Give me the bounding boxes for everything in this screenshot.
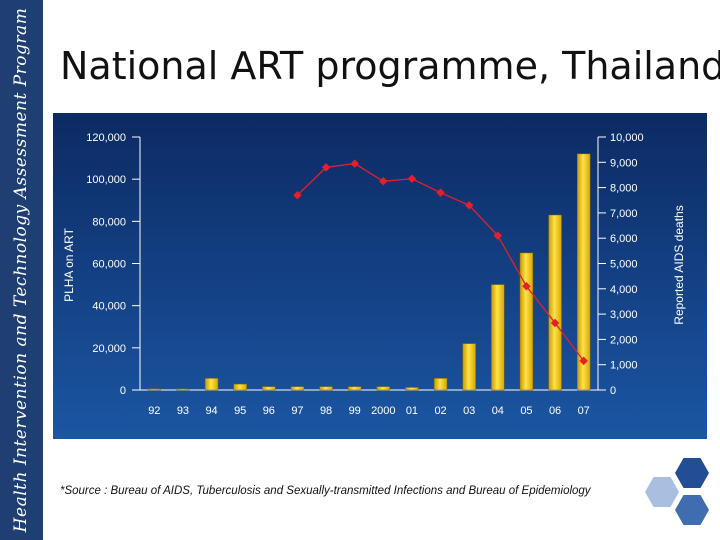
point-aids-deaths xyxy=(293,190,302,200)
y-tick-label: 60,000 xyxy=(92,259,126,271)
bar-plha-on-art xyxy=(548,214,562,391)
y2-axis-label: Reported AIDS deaths xyxy=(672,205,686,324)
hexagon-dark-icon xyxy=(675,458,709,488)
sidebar-program-name: Health Intervention and Technology Asses… xyxy=(11,7,31,533)
x-tick-label: 93 xyxy=(177,405,189,417)
point-aids-deaths xyxy=(379,177,388,186)
point-aids-deaths xyxy=(579,356,588,366)
bar-plha-on-art xyxy=(204,378,219,391)
y-tick-label: 20,000 xyxy=(92,343,126,355)
x-tick-label: 98 xyxy=(320,405,332,417)
y2-tick-label: 8,000 xyxy=(610,183,638,195)
source-note: *Source : Bureau of AIDS, Tuberculosis a… xyxy=(60,485,591,497)
y2-tick-label: 6,000 xyxy=(610,233,638,245)
point-aids-deaths xyxy=(436,188,445,197)
y2-tick-label: 0 xyxy=(610,385,616,397)
y-axis-label: PLHA on ART xyxy=(62,227,76,301)
point-aids-deaths xyxy=(350,159,359,168)
logo-hexagons xyxy=(645,458,709,525)
x-tick-label: 03 xyxy=(463,405,475,417)
x-tick-label: 01 xyxy=(406,405,418,417)
bar-plha-on-art xyxy=(262,386,276,391)
bar-plha-on-art xyxy=(290,386,305,391)
y-tick-label: 100,000 xyxy=(86,174,126,186)
y2-tick-label: 10,000 xyxy=(610,132,644,144)
bar-plha-on-art xyxy=(576,153,591,391)
bar-plha-on-art xyxy=(176,388,190,391)
hexagon-light-icon xyxy=(645,477,679,507)
bar-plha-on-art xyxy=(319,386,333,391)
point-aids-deaths xyxy=(464,201,474,210)
y-tick-label: 0 xyxy=(120,385,126,397)
x-tick-label: 95 xyxy=(234,405,246,417)
x-tick-label: 05 xyxy=(520,405,532,417)
art-chart: 0 20,000 40,000 60,000 80,000 100,000 120,000 0… xyxy=(53,113,707,439)
y-tick-label: 40,000 xyxy=(92,301,126,313)
x-tick-label: 07 xyxy=(578,405,590,417)
bar-plha-on-art xyxy=(462,343,476,391)
y2-tick-label: 2,000 xyxy=(610,334,638,346)
x-tick-label: 99 xyxy=(349,405,361,417)
bar-plha-on-art xyxy=(376,386,391,391)
hexagon-mid-icon xyxy=(675,495,709,525)
y-tick-label: 120,000 xyxy=(86,132,126,144)
bar-plha-on-art xyxy=(147,388,162,391)
y2-tick-label: 1,000 xyxy=(610,360,638,372)
y2-tick-label: 5,000 xyxy=(610,259,638,271)
x-tick-label: 06 xyxy=(549,405,561,417)
x-tick-label: 92 xyxy=(148,405,160,417)
slide-title: National ART programme, Thailand xyxy=(60,44,720,88)
y2-tick-label: 3,000 xyxy=(610,309,638,321)
y-tick-label: 80,000 xyxy=(92,216,126,228)
bar-plha-on-art xyxy=(519,252,534,391)
bar-plha-on-art xyxy=(233,383,247,391)
point-aids-deaths xyxy=(321,163,331,172)
sidebar-banner: Health Intervention and Technology Asses… xyxy=(0,0,43,540)
bar-plha-on-art xyxy=(405,387,419,391)
bar-plha-on-art xyxy=(433,378,448,391)
y2-tick-label: 9,000 xyxy=(610,157,638,169)
x-tick-label: 02 xyxy=(434,405,446,417)
x-tick-label: 94 xyxy=(205,405,217,417)
x-tick-label: 2000 xyxy=(371,405,395,417)
bar-plha-on-art xyxy=(347,386,362,391)
x-tick-label: 97 xyxy=(291,405,303,417)
x-tick-label: 04 xyxy=(492,405,504,417)
bar-plha-on-art xyxy=(491,284,505,391)
point-aids-deaths xyxy=(493,231,503,240)
y2-tick-label: 7,000 xyxy=(610,208,638,220)
y2-tick-label: 4,000 xyxy=(610,284,638,296)
x-tick-label: 96 xyxy=(263,405,275,417)
